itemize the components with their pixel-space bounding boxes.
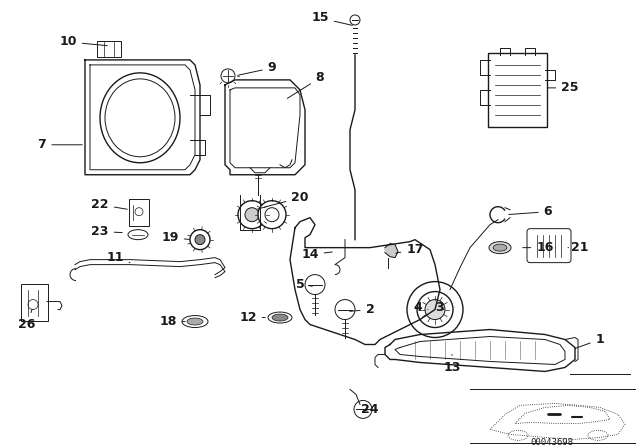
Text: 12: 12 <box>239 311 265 324</box>
Text: 21: 21 <box>568 241 589 254</box>
Circle shape <box>354 401 372 418</box>
Ellipse shape <box>187 318 203 325</box>
Circle shape <box>335 300 355 319</box>
Ellipse shape <box>268 312 292 323</box>
Ellipse shape <box>128 230 148 240</box>
FancyBboxPatch shape <box>97 41 121 57</box>
Circle shape <box>258 201 286 228</box>
Circle shape <box>425 300 445 319</box>
Text: 6: 6 <box>509 205 552 218</box>
Circle shape <box>195 235 205 245</box>
Text: 18: 18 <box>159 315 185 328</box>
Text: 23: 23 <box>92 225 122 238</box>
Text: 11: 11 <box>106 251 130 264</box>
Text: 5: 5 <box>296 278 312 291</box>
Circle shape <box>417 292 453 327</box>
Text: 17: 17 <box>396 243 424 256</box>
Ellipse shape <box>508 431 528 440</box>
Circle shape <box>305 275 325 295</box>
Circle shape <box>245 208 259 222</box>
Ellipse shape <box>493 244 507 251</box>
Text: 7: 7 <box>38 138 82 151</box>
Text: 16: 16 <box>523 241 554 254</box>
Text: 19: 19 <box>161 231 189 244</box>
Text: 3: 3 <box>436 301 444 314</box>
Text: 20: 20 <box>258 191 308 209</box>
Text: 13: 13 <box>444 354 461 374</box>
Text: 22: 22 <box>92 198 127 211</box>
Polygon shape <box>385 244 398 258</box>
FancyBboxPatch shape <box>527 228 571 263</box>
Text: 4: 4 <box>413 301 428 314</box>
Text: 26: 26 <box>19 309 36 331</box>
Circle shape <box>190 230 210 250</box>
Text: 2: 2 <box>350 303 374 316</box>
Text: 8: 8 <box>287 71 324 99</box>
Text: 10: 10 <box>60 35 108 48</box>
Circle shape <box>135 208 143 215</box>
Ellipse shape <box>272 314 288 321</box>
Circle shape <box>350 15 360 25</box>
Text: 24: 24 <box>361 403 379 416</box>
Text: 00043698: 00043698 <box>531 438 573 447</box>
Text: 15: 15 <box>311 12 352 26</box>
Circle shape <box>221 69 235 83</box>
Circle shape <box>265 208 279 222</box>
FancyBboxPatch shape <box>129 199 149 226</box>
Circle shape <box>407 282 463 337</box>
Text: 25: 25 <box>548 82 579 95</box>
FancyBboxPatch shape <box>488 53 547 127</box>
Ellipse shape <box>489 241 511 254</box>
Circle shape <box>238 201 266 228</box>
Ellipse shape <box>105 79 175 157</box>
Text: 9: 9 <box>237 61 276 75</box>
Ellipse shape <box>182 315 208 327</box>
FancyBboxPatch shape <box>21 284 48 320</box>
Ellipse shape <box>588 431 608 440</box>
Circle shape <box>28 300 38 310</box>
Text: 14: 14 <box>301 248 332 261</box>
Ellipse shape <box>100 73 180 163</box>
Text: 1: 1 <box>575 333 604 349</box>
